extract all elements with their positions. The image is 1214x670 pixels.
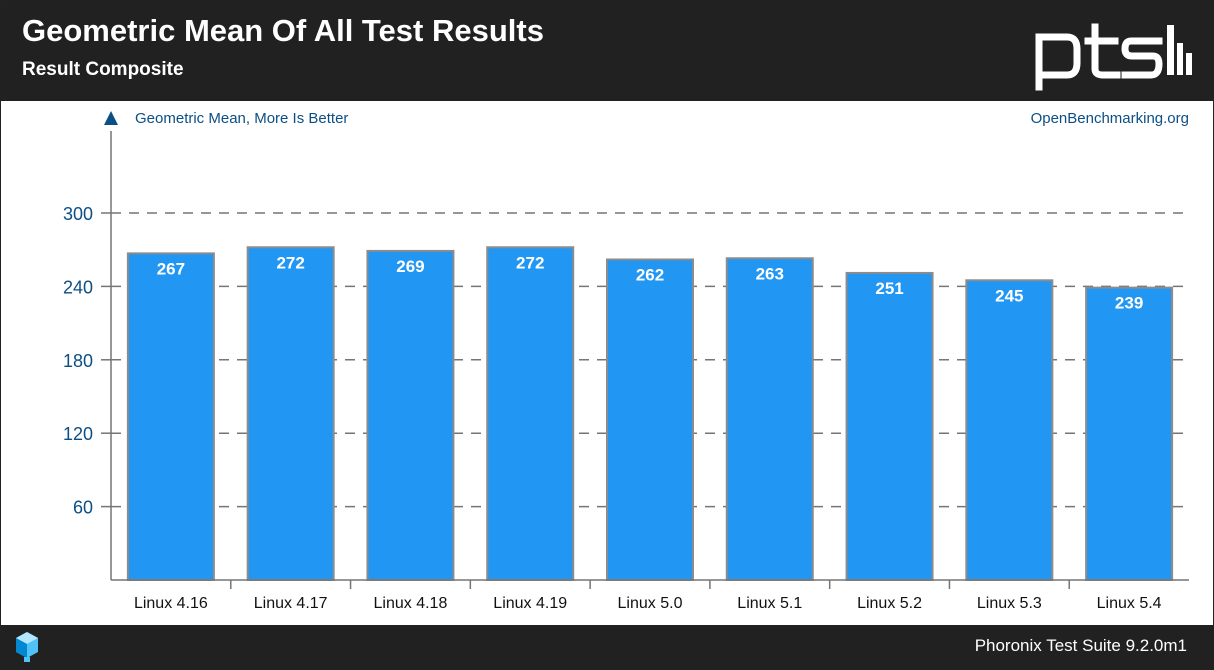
bar — [246, 246, 335, 581]
bar-value-label: 272 — [516, 253, 544, 272]
bar-value-label: 267 — [157, 259, 185, 278]
measure-label: Geometric Mean, More Is Better — [135, 110, 348, 127]
footer-version-text: Phoronix Test Suite 9.2.0m1 — [974, 636, 1187, 655]
x-tick-label: Linux 5.0 — [618, 595, 683, 612]
bar — [965, 279, 1054, 582]
bar — [126, 252, 215, 581]
bar-value-label: 239 — [1115, 294, 1143, 313]
bar-value-label: 251 — [875, 279, 903, 298]
chart-title: Geometric Mean Of All Test Results — [22, 13, 544, 48]
x-tick-label: Linux 5.3 — [977, 595, 1042, 612]
bar — [606, 258, 694, 581]
bar-value-label: 262 — [636, 265, 664, 284]
bar — [366, 249, 455, 581]
x-tick-label: Linux 4.18 — [374, 595, 448, 612]
x-tick-label: Linux 5.4 — [1097, 595, 1162, 612]
bar-value-label: 245 — [995, 286, 1023, 305]
x-tick-label: Linux 4.19 — [493, 595, 567, 612]
phoronix-logo-icon — [16, 632, 38, 662]
chart-subtitle: Result Composite — [22, 59, 184, 80]
pts-logo — [1035, 23, 1192, 91]
source-label: OpenBenchmarking.org — [1031, 110, 1189, 127]
y-tick-label: 240 — [63, 277, 93, 297]
bar — [1085, 286, 1174, 582]
header-bar: Geometric Mean Of All Test Results Resul… — [1, 1, 1213, 101]
triangle-up-icon — [104, 111, 118, 125]
bar-chart: Geometric Mean, More Is Better OpenBench… — [63, 110, 1189, 612]
x-tick-label: Linux 4.17 — [254, 595, 328, 612]
bar — [845, 271, 934, 581]
bar — [486, 246, 575, 581]
bar-value-label: 263 — [756, 264, 784, 283]
x-tick-label: Linux 5.2 — [857, 595, 922, 612]
y-tick-label: 60 — [73, 498, 93, 518]
bar-value-label: 272 — [276, 253, 304, 272]
footer-bar: Phoronix Test Suite 9.2.0m1 — [1, 625, 1213, 669]
x-tick-label: Linux 5.1 — [737, 595, 802, 612]
bar — [725, 257, 814, 581]
y-tick-label: 180 — [63, 351, 93, 371]
y-tick-label: 120 — [63, 424, 93, 444]
x-tick-label: Linux 4.16 — [134, 595, 208, 612]
y-tick-label: 300 — [63, 204, 93, 224]
bar-value-label: 269 — [396, 257, 424, 276]
